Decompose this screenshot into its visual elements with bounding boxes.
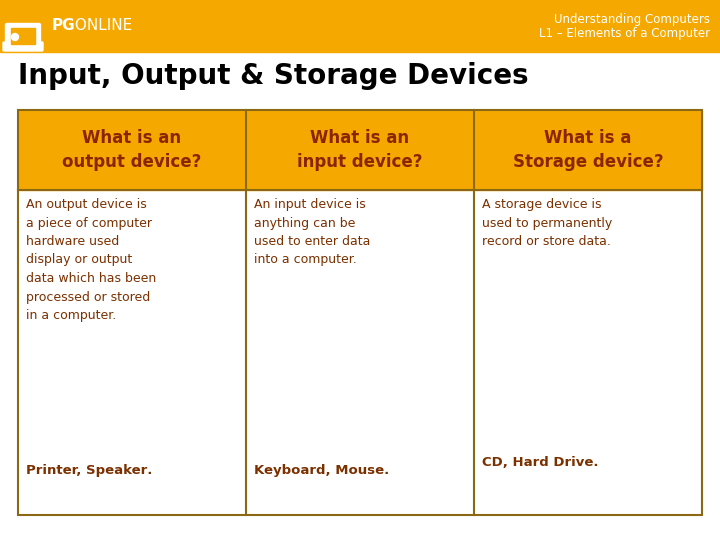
Text: Printer, Speaker​.: Printer, Speaker​. bbox=[26, 464, 153, 477]
Text: Understanding Computers: Understanding Computers bbox=[554, 12, 710, 25]
Text: Keyboard, Mouse​.: Keyboard, Mouse​. bbox=[254, 464, 390, 477]
FancyBboxPatch shape bbox=[6, 24, 40, 49]
Text: ONLINE: ONLINE bbox=[70, 18, 132, 33]
Text: What is an
input device?: What is an input device? bbox=[297, 129, 423, 171]
Text: What is an
output device?: What is an output device? bbox=[63, 129, 202, 171]
Bar bbox=[246, 110, 474, 190]
Bar bbox=[18, 110, 246, 190]
Text: An input device is
anything can be
used to enter data
into a computer.: An input device is anything can be used … bbox=[254, 198, 370, 267]
Text: A storage device is
used to permanently
record or store data.: A storage device is used to permanently … bbox=[482, 198, 612, 248]
Text: What is a
Storage device?: What is a Storage device? bbox=[513, 129, 663, 171]
Bar bbox=[11, 28, 35, 44]
Bar bbox=[474, 110, 702, 190]
Bar bbox=[18, 110, 702, 515]
Text: L1 – Elements of a Computer: L1 – Elements of a Computer bbox=[539, 26, 710, 39]
Text: CD, Hard Drive​.: CD, Hard Drive​. bbox=[482, 456, 598, 469]
Bar bbox=[0, 0, 720, 52]
Circle shape bbox=[12, 33, 19, 40]
Bar bbox=[18, 110, 702, 515]
Text: An output device is
a piece of computer
hardware used
display or output
data whi: An output device is a piece of computer … bbox=[26, 198, 156, 322]
Text: PG: PG bbox=[52, 18, 76, 33]
Text: Input, Output & Storage Devices: Input, Output & Storage Devices bbox=[18, 62, 528, 90]
FancyBboxPatch shape bbox=[3, 42, 43, 51]
